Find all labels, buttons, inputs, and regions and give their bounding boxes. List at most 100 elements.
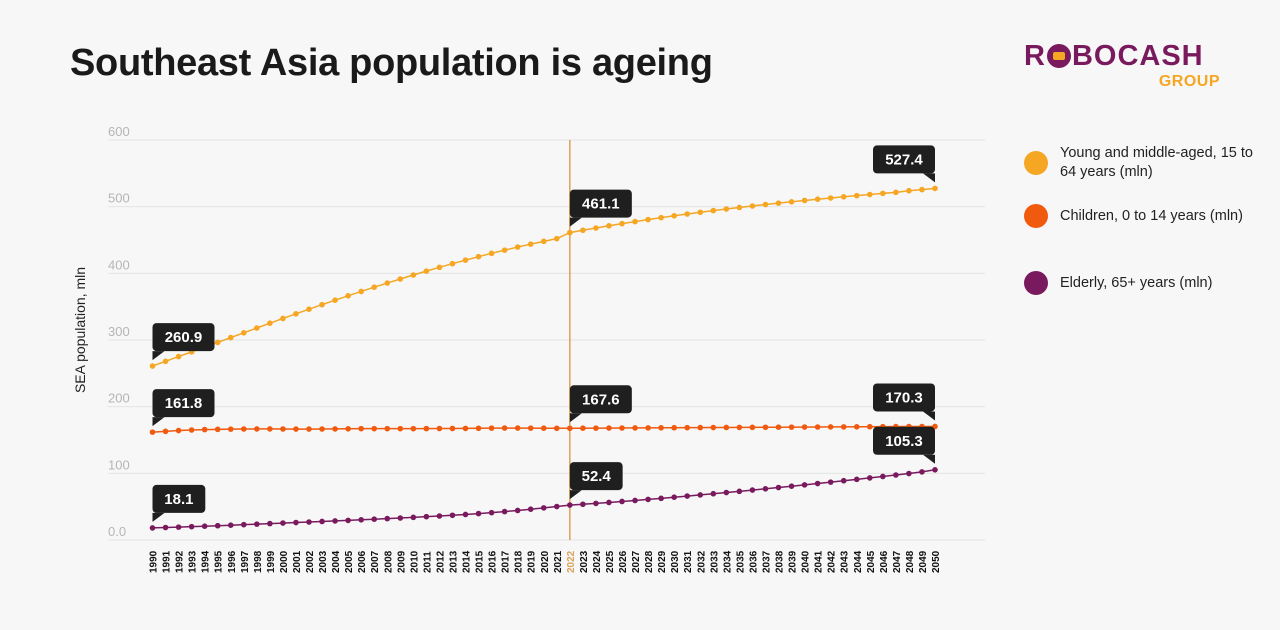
data-label-pointer bbox=[923, 411, 935, 421]
data-label-young: 461.1 bbox=[569, 189, 632, 227]
legend-label-children: Children, 0 to 14 years (mln) bbox=[1060, 207, 1243, 224]
data-point-children bbox=[606, 425, 612, 431]
data-point-children bbox=[410, 425, 417, 432]
data-point-children bbox=[736, 424, 743, 431]
legend-label-elderly: Elderly, 65+ years (mln) bbox=[1060, 274, 1213, 291]
x-tick-label: 2015 bbox=[475, 550, 486, 573]
data-point-children bbox=[853, 424, 860, 430]
data-point-young bbox=[736, 204, 743, 211]
data-label-box bbox=[873, 145, 935, 174]
data-point-children bbox=[488, 425, 495, 431]
x-tick-label: 2050 bbox=[931, 550, 942, 573]
x-tick-label: 2028 bbox=[644, 550, 655, 573]
data-point-young bbox=[684, 211, 691, 217]
legend-swatch-children bbox=[1024, 204, 1048, 228]
data-point-children bbox=[280, 426, 286, 432]
data-point-young bbox=[619, 220, 625, 227]
data-point-elderly bbox=[188, 523, 195, 530]
data-point-young bbox=[775, 200, 782, 206]
x-tick-label: 1992 bbox=[175, 550, 186, 573]
data-point-elderly bbox=[397, 515, 404, 521]
legend-item-children: Children, 0 to 14 years (mln) bbox=[1024, 204, 1260, 228]
data-label-pointer bbox=[569, 413, 582, 423]
data-point-elderly bbox=[384, 515, 391, 522]
data-point-elderly bbox=[866, 475, 873, 481]
series-line-elderly bbox=[152, 469, 936, 529]
data-label-pointer bbox=[152, 417, 165, 427]
data-point-young bbox=[175, 353, 182, 360]
data-point-elderly bbox=[227, 522, 234, 528]
data-point-children bbox=[671, 424, 677, 431]
x-tick-label: 2040 bbox=[801, 550, 812, 573]
series bbox=[149, 185, 938, 531]
data-label-young: 527.4 bbox=[873, 145, 935, 183]
legend-swatch-young bbox=[1024, 151, 1048, 175]
chart-title: Southeast Asia population is ageing bbox=[70, 42, 713, 84]
data-point-young bbox=[788, 199, 795, 205]
data-point-elderly bbox=[671, 494, 677, 501]
data-point-elderly bbox=[149, 525, 156, 531]
data-point-children bbox=[371, 425, 378, 432]
data-point-young bbox=[423, 268, 430, 274]
data-point-children bbox=[801, 424, 808, 430]
data-point-elderly bbox=[749, 487, 756, 493]
data-point-children bbox=[188, 427, 195, 433]
data-point-children bbox=[593, 425, 599, 431]
data-point-young bbox=[384, 280, 391, 286]
data-label-text: 260.9 bbox=[165, 329, 203, 346]
data-point-elderly bbox=[254, 521, 260, 527]
x-tick-label: 2009 bbox=[396, 550, 407, 573]
data-point-elderly bbox=[697, 492, 704, 498]
x-tick-label: 2031 bbox=[683, 550, 694, 573]
data-point-children bbox=[723, 424, 730, 431]
x-tick-label: 2013 bbox=[448, 550, 459, 573]
data-label-box bbox=[569, 385, 632, 414]
x-tick-label: 2037 bbox=[761, 550, 772, 573]
data-point-children bbox=[540, 425, 547, 432]
x-tick-label: 2042 bbox=[827, 550, 838, 573]
data-point-young bbox=[306, 306, 312, 313]
x-tick-label: 2041 bbox=[814, 550, 825, 573]
data-point-young bbox=[762, 201, 769, 208]
data-point-elderly bbox=[306, 519, 312, 525]
data-label-text: 18.1 bbox=[164, 491, 193, 508]
data-point-young bbox=[267, 320, 273, 327]
data-point-young bbox=[658, 214, 664, 221]
data-point-children bbox=[645, 425, 651, 431]
data-label-box bbox=[152, 484, 206, 513]
data-labels: 260.9 461.1 527.4 161.8 167.6 170.3 18.1 52.4 10… bbox=[152, 145, 935, 522]
data-point-children bbox=[358, 425, 364, 432]
data-point-elderly bbox=[540, 505, 547, 511]
x-tick-label: 2005 bbox=[344, 550, 355, 573]
data-point-young bbox=[488, 250, 495, 257]
data-point-elderly bbox=[880, 473, 886, 480]
data-point-young bbox=[149, 363, 156, 369]
x-tick-label: 2007 bbox=[370, 550, 381, 573]
y-tick-label: 0.0 bbox=[108, 524, 126, 539]
data-point-children bbox=[149, 429, 156, 435]
data-point-young bbox=[932, 185, 938, 192]
x-tick-label: 2025 bbox=[605, 550, 616, 573]
data-point-children bbox=[527, 425, 534, 431]
x-tick-label: 2043 bbox=[840, 550, 851, 573]
data-point-children bbox=[501, 425, 508, 431]
y-tick-label: 500 bbox=[108, 191, 130, 206]
x-tick-label: 2006 bbox=[357, 550, 368, 573]
x-tick-label: 2018 bbox=[514, 550, 525, 573]
data-point-young bbox=[501, 247, 508, 253]
logo-wallet-icon: O bbox=[1046, 44, 1071, 68]
data-point-young bbox=[280, 315, 286, 322]
x-tick-label: 2012 bbox=[435, 550, 446, 573]
series-line-young bbox=[152, 187, 936, 367]
x-tick-label: 1997 bbox=[240, 550, 251, 573]
data-point-elderly bbox=[201, 523, 208, 529]
data-point-elderly bbox=[358, 517, 364, 523]
x-tick-label: 1998 bbox=[253, 550, 264, 573]
data-point-elderly bbox=[319, 518, 325, 525]
data-point-elderly bbox=[162, 524, 169, 531]
data-point-young bbox=[814, 196, 821, 202]
data-point-young bbox=[162, 358, 169, 365]
data-point-children bbox=[514, 425, 521, 431]
data-point-young bbox=[436, 264, 443, 271]
data-point-children bbox=[814, 424, 821, 430]
